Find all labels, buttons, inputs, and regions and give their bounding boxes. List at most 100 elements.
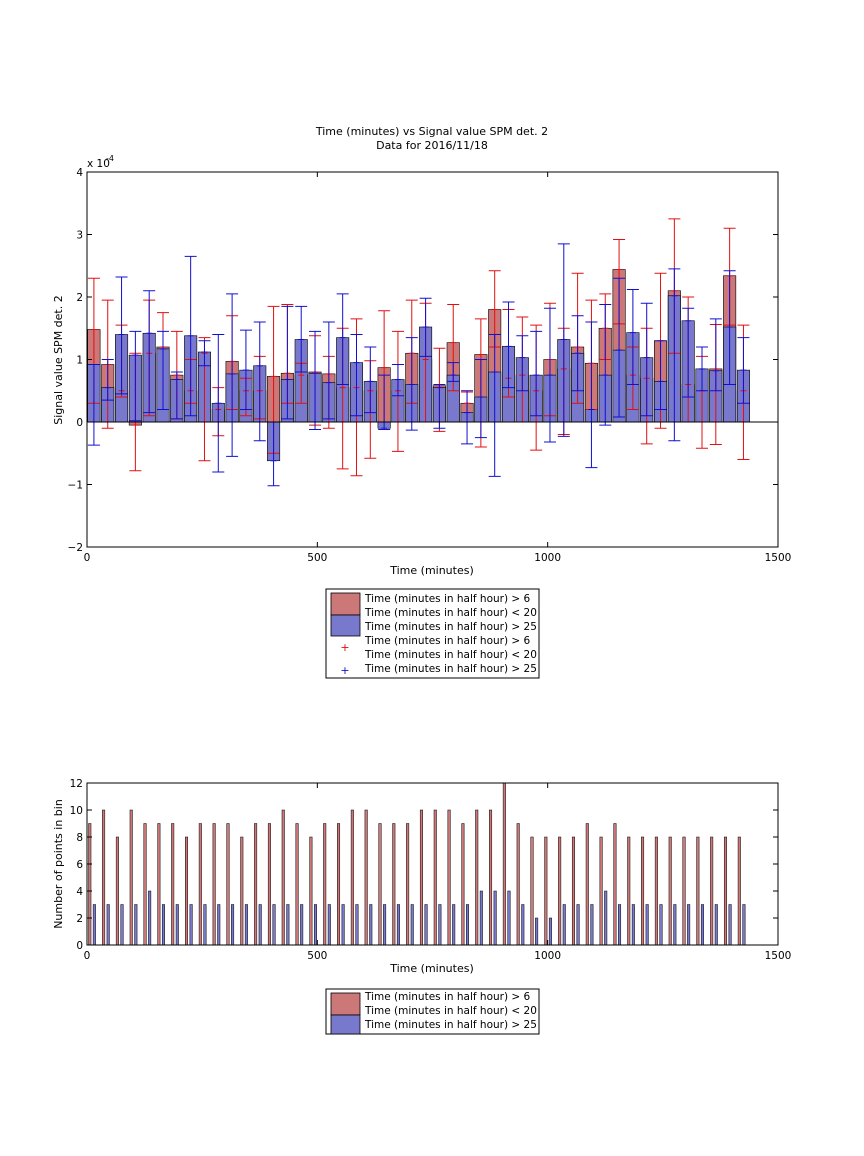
count-bar (309, 836, 313, 946)
count-bar (171, 823, 175, 946)
count-bar (102, 809, 106, 946)
count-bar (258, 904, 262, 946)
count-bar (120, 904, 124, 946)
count-bar (364, 809, 368, 946)
count-bar (723, 836, 727, 946)
count-bar (631, 904, 635, 946)
legend-swatch-blue (330, 1014, 361, 1035)
count-bar (383, 904, 387, 946)
count-bar (585, 823, 589, 946)
legend-box (325, 588, 540, 679)
count-bar (613, 823, 617, 946)
legend-box (325, 988, 540, 1035)
y-axis-label: Signal value SPM det. 2 (52, 295, 65, 425)
count-bar (682, 836, 686, 946)
legend: Time (minutes in half hour) > 6 Time (mi… (325, 588, 540, 679)
y-tick-label: 12 (70, 778, 83, 790)
count-bar (244, 904, 248, 946)
count-bar (728, 904, 732, 946)
count-bar (240, 836, 244, 946)
count-bar (742, 904, 746, 946)
x-tick-label: 1500 (765, 950, 792, 962)
count-bar (737, 836, 741, 946)
count-bar (392, 823, 396, 946)
count-bar (161, 904, 165, 946)
count-bar (493, 890, 497, 946)
count-bar (115, 836, 119, 946)
svg-text:-4: -4 (106, 154, 114, 163)
count-bar (618, 904, 622, 946)
count-bar (571, 836, 575, 946)
count-bar (295, 823, 299, 946)
chart-signal: Time (minutes) vs Signal value SPM det. … (52, 125, 792, 679)
count-bar (479, 890, 483, 946)
count-bar (654, 836, 658, 946)
exponent-label: x 10 -4 (87, 154, 114, 170)
chart-counts: 0 500 1000 1500 0 2 4 6 8 10 12 Time (minutes) Num… (52, 778, 792, 1035)
count-bar (350, 809, 354, 946)
count-bar (313, 904, 317, 946)
count-bar (475, 809, 479, 946)
axis-ticks: 0 500 1000 1500 −2 −1 0 1 2 3 4 (68, 167, 792, 564)
count-bar (286, 904, 290, 946)
y-tick-label: 3 (76, 230, 83, 242)
count-bar (226, 823, 230, 946)
count-bar (710, 836, 714, 946)
count-bar (337, 823, 341, 946)
count-bar (300, 904, 304, 946)
count-bar (714, 904, 718, 946)
x-tick-label: 1000 (534, 950, 561, 962)
count-bar (507, 890, 511, 946)
count-bar (212, 823, 216, 946)
legend-marker-red: + (340, 641, 349, 654)
legend-entry: Time (minutes in half hour) > 25 (364, 663, 537, 675)
count-bar (327, 904, 331, 946)
legend-entry: Time (minutes in half hour) > 25 (364, 1019, 537, 1031)
y-tick-label: 10 (70, 805, 83, 817)
y-tick-label: 4 (76, 886, 83, 898)
x-axis-label: Time (minutes) (389, 564, 474, 577)
count-bar (198, 823, 202, 946)
chart-subtitle: Data for 2016/11/18 (376, 139, 488, 152)
count-bar (272, 904, 276, 946)
count-bar (396, 904, 400, 946)
legend-entry: Time (minutes in half hour) > 6 (364, 991, 531, 1003)
x-tick-label: 0 (84, 552, 91, 564)
count-bar (668, 836, 672, 946)
count-bar (157, 823, 161, 946)
count-bar (576, 904, 580, 946)
legend-entry: Time (minutes in half hour) < 20 (364, 607, 537, 619)
y-tick-label: 2 (76, 913, 83, 925)
x-tick-label: 0 (84, 950, 91, 962)
y-tick-label: −1 (68, 480, 83, 492)
count-bar (502, 782, 506, 946)
count-bar (673, 904, 677, 946)
count-bar (410, 904, 414, 946)
count-bar (696, 836, 700, 946)
y-tick-label: 1 (76, 355, 83, 367)
y-tick-label: 0 (76, 417, 83, 429)
legend-swatch-red (330, 992, 361, 1016)
count-bar (447, 809, 451, 946)
count-bar (323, 823, 327, 946)
count-bar (355, 904, 359, 946)
count-bar (516, 823, 520, 946)
count-bar (461, 823, 465, 946)
signal-error-bars (87, 218, 750, 487)
count-bar (267, 823, 271, 946)
count-bar (419, 809, 423, 946)
legend: Time (minutes in half hour) > 6 Time (mi… (325, 988, 540, 1035)
count-bar (604, 890, 608, 946)
count-bar (659, 904, 663, 946)
count-bar (406, 823, 410, 946)
legend-marker-blue: + (340, 664, 349, 677)
chart-title: Time (minutes) vs Signal value SPM det. … (315, 125, 548, 138)
y-tick-label: −2 (68, 542, 83, 554)
count-bar (134, 904, 138, 946)
count-bar (148, 890, 152, 946)
x-tick-label: 1500 (765, 552, 792, 564)
legend-entry: Time (minutes in half hour) < 20 (364, 649, 537, 661)
count-bar (203, 904, 207, 946)
count-bar (424, 904, 428, 946)
